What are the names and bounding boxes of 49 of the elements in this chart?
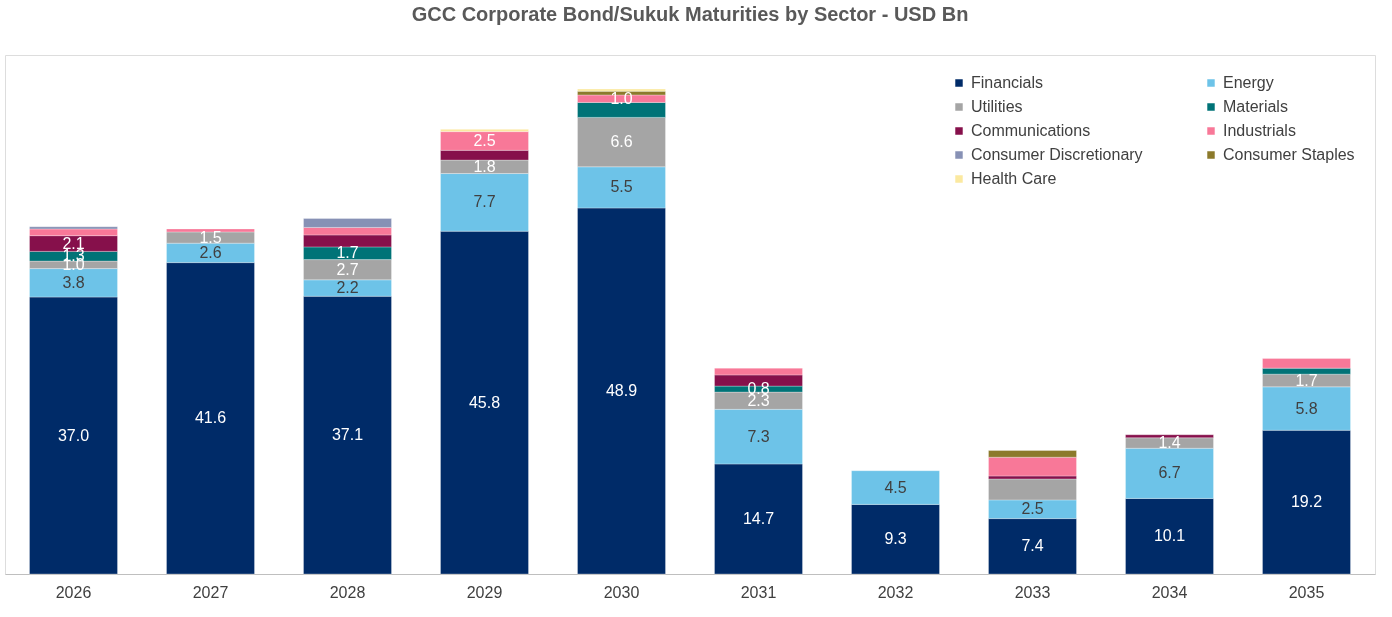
data-label: 41.6 (194, 409, 227, 427)
legend-label: Financials (971, 74, 1044, 91)
x-tick-label: 2035 (1288, 583, 1325, 601)
x-tick-label: 2029 (466, 583, 503, 601)
data-label: 9.3 (884, 530, 907, 548)
data-label: 37.1 (331, 426, 364, 444)
data-label: 7.7 (473, 193, 496, 211)
x-tick-label: 2031 (740, 583, 777, 601)
data-label: 3.8 (62, 273, 85, 291)
bar (577, 88, 666, 92)
data-label: 1.8 (473, 157, 496, 175)
x-tick-label: 2026 (55, 583, 92, 601)
legend-label: Communications (971, 122, 1091, 139)
x-tick-label: 2028 (329, 583, 366, 601)
data-label: 10.1 (1153, 527, 1186, 545)
data-label: 5.5 (610, 178, 633, 196)
data-label: 1.4 (1158, 434, 1181, 452)
data-label: 1.7 (336, 244, 359, 262)
data-label: 2.7 (336, 260, 359, 278)
x-tick-label: 2034 (1151, 583, 1188, 601)
chart-title: GCC Corporate Bond/Sukuk Maturities by Sector - USD Bn (411, 3, 969, 25)
data-label: 2.6 (199, 243, 222, 261)
data-label: 6.7 (1158, 464, 1181, 482)
legend-label: Energy (1223, 74, 1274, 91)
data-label: 45.8 (468, 393, 501, 411)
legend-label: Consumer Discretionary (971, 146, 1143, 163)
data-label: 5.8 (1295, 399, 1318, 417)
x-tick-label: 2027 (192, 583, 229, 601)
data-label: 14.7 (742, 509, 775, 527)
legend-label: Industrials (1223, 122, 1296, 139)
data-label: 4.5 (884, 478, 907, 496)
data-label: 19.2 (1290, 493, 1323, 511)
legend-label: Utilities (971, 98, 1023, 115)
data-label: 6.6 (610, 133, 633, 151)
legend-label: Consumer Staples (1223, 146, 1355, 163)
data-label: 2.5 (1021, 500, 1044, 518)
data-label: 37.0 (57, 426, 90, 444)
x-tick-label: 2030 (603, 583, 640, 601)
x-tick-label: 2032 (877, 583, 914, 601)
data-label: 7.4 (1021, 537, 1044, 555)
data-label: 1.7 (1295, 371, 1318, 389)
data-label: 48.9 (605, 381, 638, 399)
data-label: 1.5 (199, 228, 222, 246)
x-tick-label: 2033 (1014, 583, 1051, 601)
data-label: 7.3 (747, 427, 770, 445)
data-label: 2.5 (473, 131, 496, 149)
data-label: 2.2 (336, 279, 359, 297)
legend-label: Health Care (971, 170, 1057, 187)
legend-label: Materials (1223, 98, 1288, 115)
